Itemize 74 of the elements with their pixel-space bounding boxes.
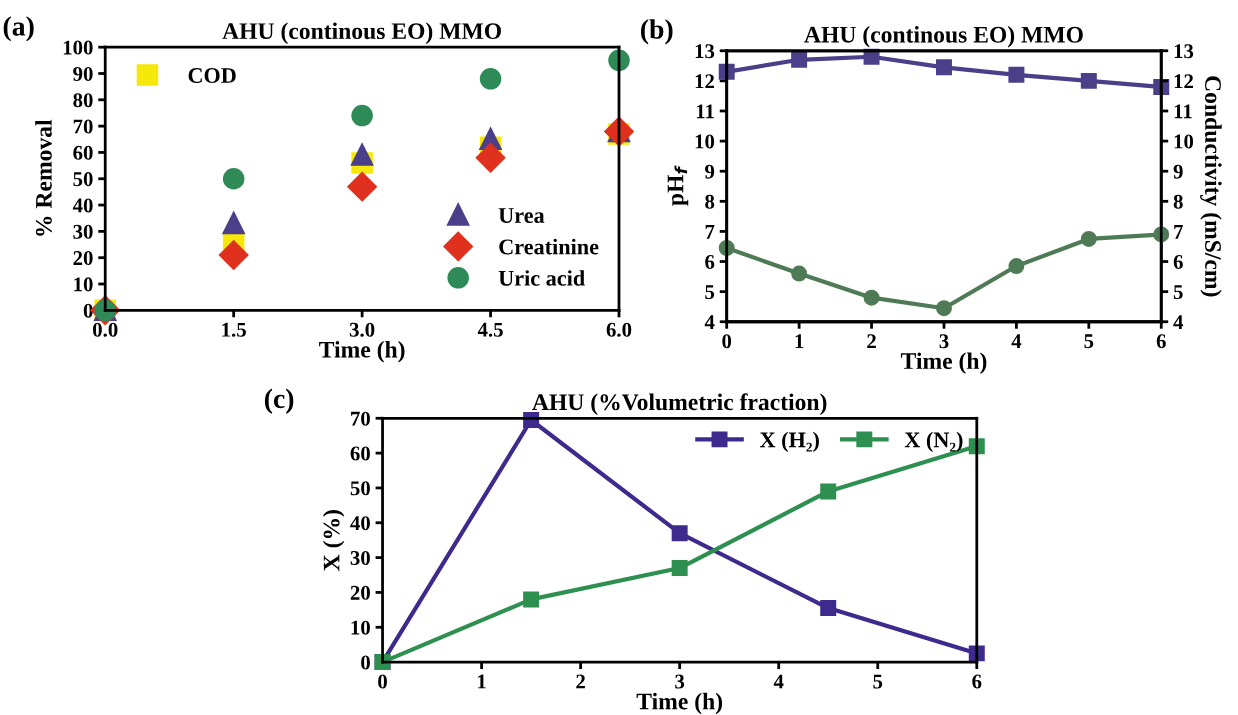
y-tick-label: 70	[73, 119, 93, 134]
y-tick-label: 12	[695, 74, 715, 89]
text: (b)	[641, 19, 673, 45]
y-tick-label: 11	[696, 104, 714, 119]
y2-tick-label: 5	[1173, 285, 1183, 300]
legend-label: Uric acid	[498, 270, 585, 286]
y2-tick-label: 7	[1174, 225, 1183, 239]
y-tick-label: 10	[351, 620, 370, 635]
y2-axis-title: Conductivity (mS/cm)	[1200, 76, 1222, 297]
y-tick-label: 7	[705, 225, 715, 239]
y2-tick-label: 8	[1173, 194, 1183, 209]
x-tick-label: 6	[972, 674, 982, 689]
x-tick-label: 3	[939, 334, 949, 349]
text: (a)	[3, 16, 34, 42]
y-tick-label: 30	[350, 550, 370, 566]
x-tick-label: 4	[773, 674, 784, 689]
x-tick-label: 2	[867, 334, 876, 349]
x-axis-title: Time (h)	[636, 692, 723, 715]
y2-tick-label: 12	[1174, 74, 1193, 89]
y-tick-label: 60	[73, 145, 93, 160]
chart-title: AHU (continous EO) MMO	[222, 22, 501, 44]
y-tick-label: 40	[350, 516, 370, 531]
y2-tick-label: 6	[1173, 254, 1183, 269]
chart-title: AHU (%Volumetric fraction)	[532, 393, 827, 415]
y-tick-label: 9	[705, 164, 715, 179]
x-tick-label: 0	[378, 674, 387, 689]
x-tick-label: 5	[873, 674, 883, 689]
y-tick-label: 8	[705, 194, 715, 209]
y-tick-label: 0	[361, 655, 370, 670]
chart-title: AHU (continous EO) MMO	[804, 26, 1083, 48]
legend-label: Creatinine	[499, 238, 599, 255]
legend-label: Urea	[498, 208, 545, 223]
x-axis-title: Time (h)	[900, 352, 987, 374]
y-tick-label: 20	[350, 585, 370, 600]
x-tick-label: 0	[722, 334, 732, 349]
y2-tick-label: 11	[1174, 104, 1192, 119]
x-tick-label: 3	[675, 674, 685, 689]
y-tick-label: 60	[350, 446, 370, 461]
x-tick-label: 0.0	[93, 322, 118, 337]
y-tick-label: 20	[73, 251, 93, 266]
legend-label: COD	[188, 68, 236, 83]
y-tick-label: 90	[73, 66, 93, 81]
y-tick-label: 10	[74, 277, 93, 292]
y-axis-title: % Removal	[35, 119, 52, 236]
y-tick-label: 30	[73, 224, 93, 239]
x-tick-label: 1.5	[222, 322, 246, 337]
y2-tick-label: 9	[1173, 164, 1183, 179]
y-axis-title: X (%)	[322, 510, 345, 571]
y-tick-label: 80	[73, 93, 93, 108]
y2-tick-label: 10	[1174, 134, 1194, 149]
x-tick-label: 6.0	[606, 322, 632, 337]
y-tick-label: 70	[351, 411, 370, 426]
legend-label: X (H₂)	[759, 431, 819, 452]
x-tick-label: 1	[478, 674, 486, 689]
y-tick-label: 40	[72, 198, 93, 213]
text: (c)	[264, 388, 294, 414]
x-tick-label: 4	[1011, 334, 1022, 349]
legend-label: X (N₂)	[904, 431, 963, 452]
x-tick-label: 3.0	[349, 322, 375, 337]
y-tick-label: 5	[705, 285, 715, 300]
x-tick-label: 1	[795, 334, 804, 349]
y-axis-title: pH$_{f}$	[667, 165, 689, 206]
y2-tick-label: 13	[1174, 44, 1194, 59]
x-tick-label: 4.5	[477, 322, 503, 337]
x-tick-label: 2	[576, 674, 585, 689]
y-tick-label: 100	[63, 40, 93, 55]
x-axis-title: Time (h)	[319, 341, 405, 363]
y-tick-label: 10	[695, 134, 715, 149]
y-tick-label: 13	[695, 44, 715, 59]
y-tick-label: 6	[705, 254, 715, 269]
y-tick-label: 50	[350, 481, 370, 496]
x-tick-label: 6	[1156, 334, 1166, 349]
x-tick-label: 5	[1084, 334, 1094, 349]
y-tick-label: 50	[73, 172, 93, 187]
